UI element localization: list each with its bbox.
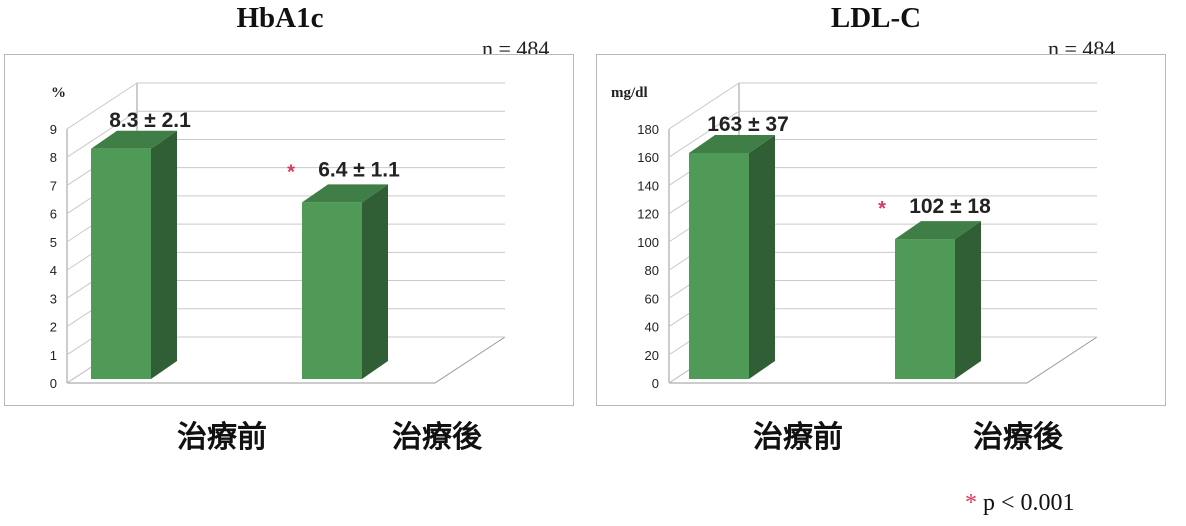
- bar-side-face: [362, 184, 388, 379]
- y-tick-label: 3: [50, 291, 57, 306]
- bar-side-face: [749, 134, 775, 379]
- y-tick-label: 9: [50, 122, 57, 137]
- y-tick-label: 140: [637, 178, 659, 193]
- chart-area: mg/dl 0 20 40 60 80 100 120 140 160 180 163 ± 37 10…: [596, 54, 1166, 406]
- gridline: [66, 82, 505, 130]
- y-tick-label: 60: [645, 291, 659, 306]
- bar: [91, 148, 151, 379]
- bar-chart-svg: 0 20 40 60 80 100 120 140 160 180 163 ± 37 102 ± 18…: [637, 82, 1098, 391]
- floor-edge: [67, 336, 506, 384]
- y-tick-label: 5: [50, 235, 57, 250]
- y-tick-label: 4: [50, 263, 57, 278]
- y-tick-label: 120: [637, 207, 659, 222]
- y-tick-label: 0: [652, 376, 659, 391]
- gridline: [66, 110, 505, 158]
- ldlc-panel: LDL-C n = 484 mg/dl 0 20 40 60 80 100 120 140 16…: [596, 0, 1176, 526]
- bar: [302, 202, 362, 379]
- bar-side-face: [151, 130, 177, 379]
- value-label: 102 ± 18: [909, 195, 991, 218]
- y-tick-label: 80: [645, 263, 659, 278]
- y-tick-label: 7: [50, 178, 57, 193]
- y-tick-label: 8: [50, 150, 57, 165]
- significance-text: p < 0.001: [983, 490, 1075, 516]
- gridline: [668, 110, 1097, 158]
- chart-title: LDL-C: [830, 2, 922, 34]
- category-label-after: 治療後: [392, 420, 482, 455]
- bar: [689, 152, 749, 379]
- value-label: 8.3 ± 2.1: [109, 109, 191, 132]
- y-tick-label: 100: [637, 235, 659, 250]
- bar-top-face: [91, 130, 177, 149]
- y-tick-label: 1: [50, 348, 57, 363]
- category-label-before: 治療前: [177, 420, 267, 455]
- significance-star: *: [965, 490, 977, 516]
- significance-star-marker: *: [287, 161, 295, 183]
- category-label-after: 治療後: [973, 420, 1063, 455]
- y-unit-label: %: [51, 85, 66, 101]
- y-tick-label: 0: [50, 376, 57, 391]
- y-tick-label: 160: [637, 150, 659, 165]
- y-tick-label: 6: [50, 207, 57, 222]
- value-label: 163 ± 37: [707, 113, 789, 136]
- value-label: 6.4 ± 1.1: [318, 158, 400, 181]
- chart-area: % 0 1 2 3 4 5 6 7 8 9 8.3 ± 2.1 6.4 ± 1.1 *: [4, 54, 574, 406]
- bar-top-face: [689, 134, 775, 153]
- bar-side-face: [955, 221, 981, 379]
- chart-title: HbA1c: [236, 2, 324, 34]
- significance-footnote: * p < 0.001: [965, 490, 1075, 517]
- hba1c-panel: HbA1c n = 484 % 0 1 2 3 4 5 6 7 8 9 8.3 ± 2.1 6.4 ±…: [0, 0, 580, 526]
- floor-edge: [669, 336, 1098, 384]
- y-unit-label: mg/dl: [611, 85, 648, 101]
- y-tick-label: 180: [637, 122, 659, 137]
- bar-top-face: [895, 221, 981, 240]
- y-tick-label: 40: [645, 320, 659, 335]
- gridline: [668, 82, 1097, 130]
- bar: [895, 239, 955, 379]
- bar-top-face: [302, 184, 388, 203]
- bar-chart-svg: 0 1 2 3 4 5 6 7 8 9 8.3 ± 2.1 6.4 ± 1.1 *: [50, 82, 506, 391]
- y-tick-label: 20: [645, 348, 659, 363]
- category-label-before: 治療前: [753, 420, 843, 455]
- significance-star-marker: *: [878, 198, 886, 220]
- y-tick-label: 2: [50, 320, 57, 335]
